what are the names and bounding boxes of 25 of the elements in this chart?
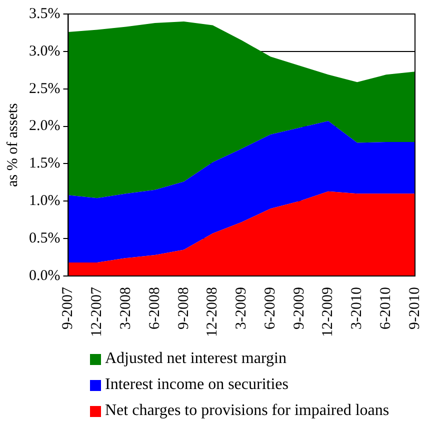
y-tick-label: 3.5% [28, 6, 60, 22]
y-axis-title: as % of assets [4, 102, 21, 187]
y-tick-label: 1.5% [28, 156, 60, 172]
x-tick-label: 9-2008 [176, 287, 192, 330]
x-tick-label: 6-2009 [262, 287, 278, 330]
x-tick-label: 6-2008 [146, 287, 163, 330]
y-tick-label: 2.5% [28, 80, 60, 97]
legend-label: Adjusted net interest margin [105, 350, 286, 368]
x-tick-label: 12-2007 [89, 286, 106, 338]
y-tick-label: 0.5% [28, 230, 60, 247]
x-tick-label: 9-2007 [60, 286, 76, 330]
y-tick-label: 2.0% [28, 118, 60, 134]
x-tick-label: 3-2010 [349, 287, 366, 330]
y-tick-label: 1.0% [28, 193, 60, 210]
x-tick-label: 9-2010 [406, 287, 423, 330]
x-tick-label: 6-2010 [378, 287, 394, 330]
legend-label: Net charges to provisions for impaired loans [105, 402, 390, 420]
x-tick-label: 12-2009 [320, 287, 336, 338]
x-tick-label: 3-2008 [118, 287, 134, 330]
x-tick-label: 12-2008 [204, 287, 221, 338]
x-tick-label: 3-2009 [234, 287, 250, 330]
y-tick-label: 3.0% [28, 43, 60, 60]
legend-label: Interest income on securities [105, 376, 288, 394]
y-tick-label: 0.0% [28, 268, 60, 284]
x-tick-label: 9-2009 [291, 287, 308, 330]
